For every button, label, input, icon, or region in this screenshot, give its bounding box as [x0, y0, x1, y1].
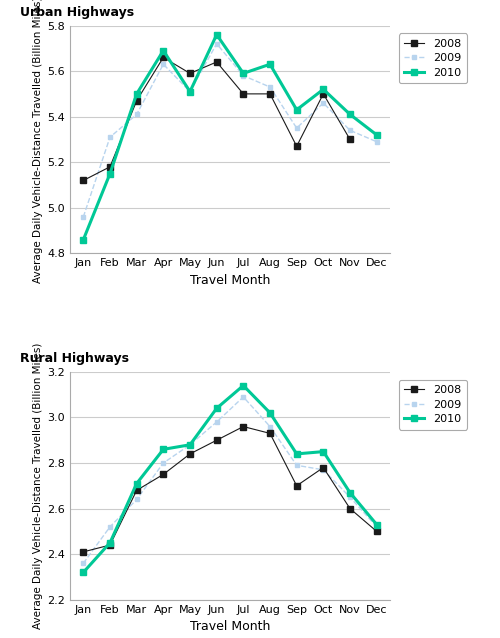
Text: Rural Highways: Rural Highways — [20, 352, 129, 366]
Legend: 2008, 2009, 2010: 2008, 2009, 2010 — [399, 33, 467, 84]
Legend: 2008, 2009, 2010: 2008, 2009, 2010 — [399, 380, 467, 430]
Y-axis label: Average Daily Vehicle-Distance Travelled (Billion Miles): Average Daily Vehicle-Distance Travelled… — [33, 0, 43, 283]
Text: Urban Highways: Urban Highways — [20, 6, 134, 19]
X-axis label: Travel Month: Travel Month — [190, 620, 270, 633]
X-axis label: Travel Month: Travel Month — [190, 274, 270, 287]
Y-axis label: Average Daily Vehicle-Distance Travelled (Billion Miles): Average Daily Vehicle-Distance Travelled… — [33, 343, 43, 629]
